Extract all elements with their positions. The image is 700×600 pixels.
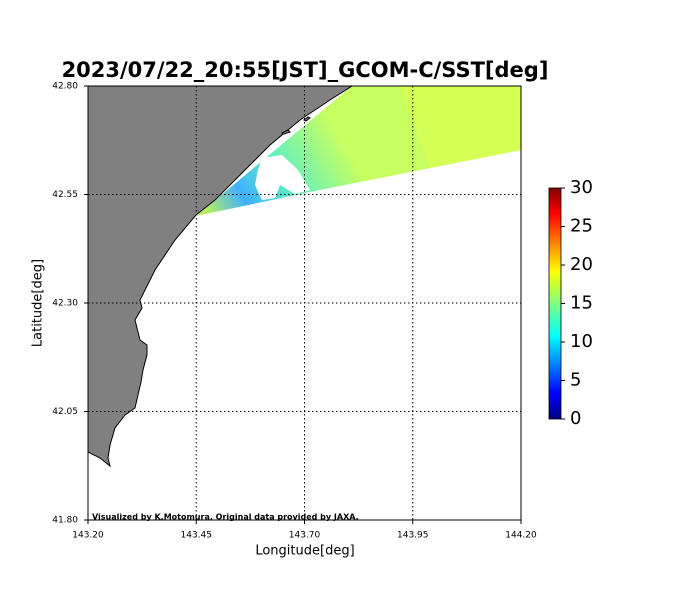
y-tick-label: 42.05	[52, 407, 78, 417]
x-tick-label: 143.95	[397, 531, 429, 541]
land	[88, 86, 353, 468]
colorbar-tick-label: 20	[570, 254, 593, 275]
x-tick-label: 144.20	[505, 531, 537, 541]
y-tick-label: 42.30	[52, 299, 78, 309]
colorbar-tick-label: 10	[570, 331, 593, 352]
map-area	[88, 86, 521, 468]
sst-swath-east	[400, 86, 521, 168]
colorbar	[548, 187, 562, 420]
x-axis-label: Longitude[deg]	[255, 544, 354, 559]
x-tick-label: 143.20	[72, 531, 104, 541]
colorbar-tick-label: 0	[570, 408, 581, 429]
y-tick-label: 42.55	[52, 190, 78, 200]
colorbar-tick-label: 30	[570, 177, 593, 198]
colorbar-tick-label: 15	[570, 293, 593, 314]
colorbar-tick-label: 5	[570, 370, 581, 391]
y-tick-label: 42.80	[52, 82, 78, 92]
credit: Visualized by K.Motomura. Original data …	[92, 513, 359, 522]
x-tick-label: 143.70	[289, 531, 321, 541]
colorbar-tick-label: 25	[570, 216, 593, 237]
y-tick-label: 41.80	[52, 516, 78, 526]
islet	[280, 116, 311, 135]
x-tick-label: 143.45	[181, 531, 213, 541]
title: 2023/07/22_20:55[JST]_GCOM-C/SST[deg]	[62, 58, 549, 82]
cloud-mask	[255, 155, 310, 200]
y-axis-label: Latitude[deg]	[31, 259, 46, 347]
